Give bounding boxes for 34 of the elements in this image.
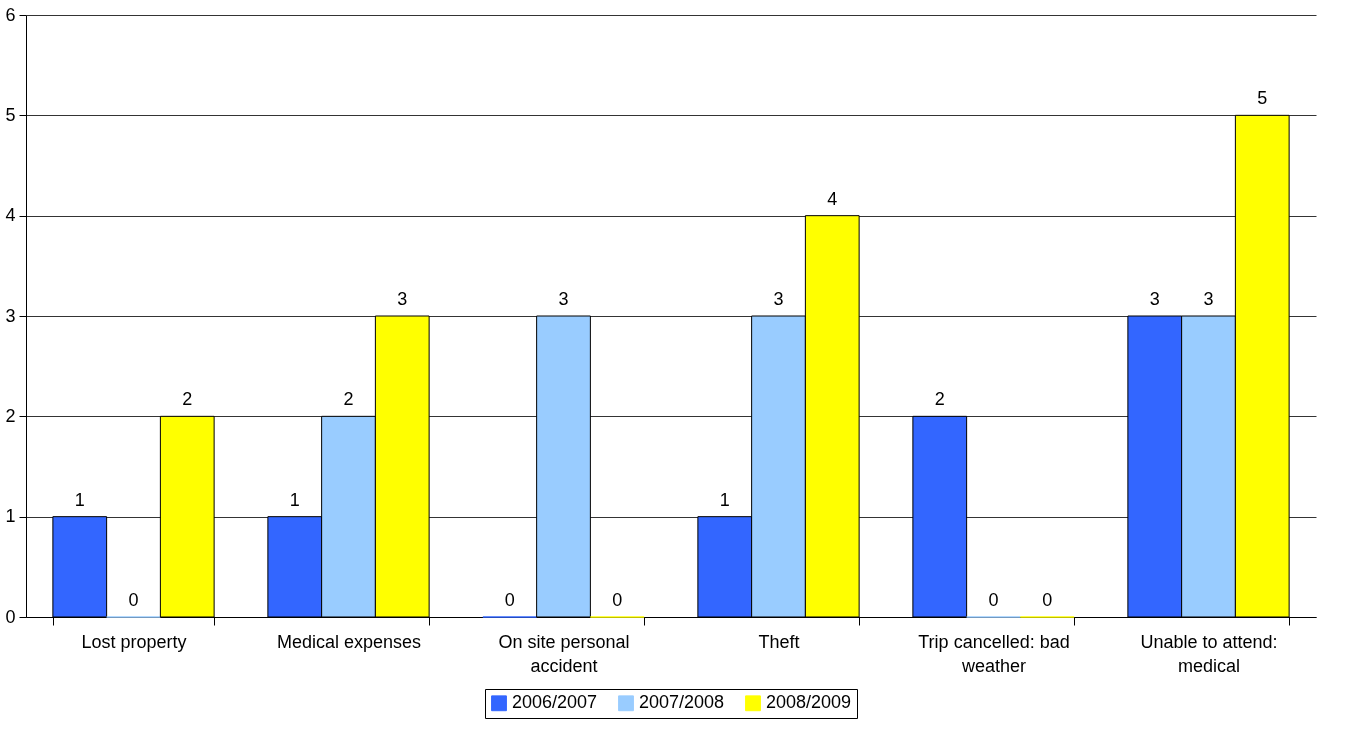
- data-label: 3: [397, 289, 408, 309]
- x-tick-label: Medical expenses: [276, 631, 422, 652]
- data-label: 3: [1203, 289, 1214, 309]
- data-label: 3: [558, 289, 569, 309]
- data-label: 0: [612, 590, 623, 610]
- data-label: 0: [988, 590, 999, 610]
- legend-label: 2007/2008: [639, 692, 725, 713]
- x-tick-label: Theft: [758, 631, 800, 652]
- legend-label: 2008/2009: [766, 692, 852, 713]
- data-label: 3: [1149, 289, 1160, 309]
- data-label: 1: [289, 489, 300, 510]
- data-label: 2: [934, 389, 945, 410]
- y-tick-label: 1: [5, 506, 16, 527]
- y-tick-label: 2: [5, 405, 16, 426]
- data-label: 1: [74, 489, 85, 510]
- y-tick-label: 5: [5, 104, 16, 125]
- legend-label: 2006/2007: [512, 692, 598, 713]
- data-label: 0: [1042, 590, 1053, 610]
- data-label: 0: [504, 590, 515, 610]
- y-tick-label: 0: [5, 606, 16, 627]
- data-label: 2: [343, 389, 354, 410]
- data-label: 3: [773, 289, 784, 309]
- y-tick-label: 3: [5, 305, 16, 326]
- data-label: 5: [1257, 88, 1268, 109]
- x-tick-label: Trip cancelled: bad weather: [918, 631, 1070, 676]
- x-tick-label: On site personal accident: [498, 631, 630, 676]
- y-tick-label: 6: [5, 4, 16, 25]
- y-tick-label: 4: [5, 205, 16, 226]
- data-label: 2: [182, 389, 193, 410]
- data-label: 4: [827, 188, 838, 209]
- data-label: 0: [128, 590, 139, 610]
- x-tick-label: Lost property: [81, 631, 187, 652]
- x-tick-label: Unable to attend: medical: [1140, 631, 1278, 676]
- data-label: 1: [719, 489, 730, 510]
